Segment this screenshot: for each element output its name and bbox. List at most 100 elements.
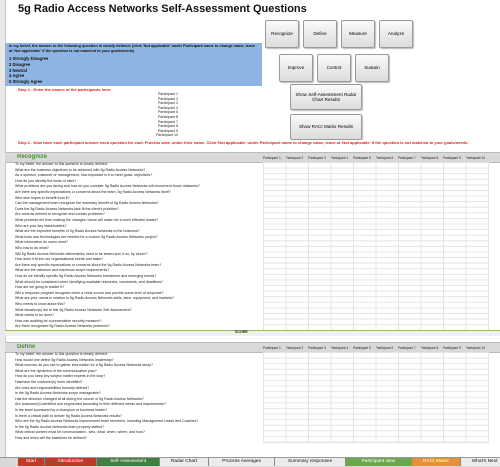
- question: Are there any specific expectations or c…: [15, 190, 171, 194]
- section-title: Define: [17, 344, 36, 350]
- participant-name: Participant 4: [158, 105, 178, 110]
- step2: Step 2 - Now have each participant answe…: [18, 140, 469, 145]
- sheet-tab[interactable]: RACI Matrix: [412, 458, 461, 466]
- scale-prompt: In my belief, the answer to the followin…: [9, 44, 256, 53]
- question: Are there any specific expectations or c…: [15, 262, 162, 267]
- scale-item: 2 Disagree: [9, 61, 31, 67]
- score-label: SCORE: [235, 330, 248, 334]
- question: Are roles and responsibilities formally …: [15, 385, 90, 390]
- question: How do you identify the kinds of risks?: [15, 178, 77, 183]
- question: To my belief, the answer to this questio…: [15, 162, 108, 166]
- sheet-tab[interactable]: Introduction: [45, 458, 98, 466]
- question: How are we going to realize it?: [15, 285, 65, 290]
- column-header: Participant 2: [285, 155, 304, 160]
- scale-item: 5 Strongly Agree: [9, 79, 43, 85]
- section-header: Define Participant 1 Participant 2 Particip…: [5, 342, 500, 353]
- macro-button[interactable]: Sustain: [355, 54, 389, 82]
- section-header: Recognize Participant 1 Participant 2 Parti…: [5, 152, 500, 163]
- question: Who are the 5g Radio Access Networks imp…: [15, 419, 199, 424]
- question: Does the 5g Radio Access Networks task f…: [15, 206, 119, 211]
- row-header: [0, 0, 6, 457]
- question: What are the dynamics of the communicati…: [15, 368, 97, 373]
- column-header: Participant 5: [353, 345, 371, 350]
- scale-box: In my belief, the answer to the followin…: [5, 43, 262, 86]
- question: Is there a critical path to deliver 5g R…: [15, 413, 123, 418]
- scale-item: 3 Neutral: [9, 67, 27, 73]
- column-header: Participant 2: [285, 345, 304, 350]
- sheet-title: 5g Radio Access Networks Self-Assessment…: [18, 3, 307, 15]
- macro-button[interactable]: Measure: [341, 20, 375, 48]
- column-header: Participant 8: [420, 155, 439, 160]
- question: What are the business objectives to be a…: [15, 167, 146, 172]
- participant-name: Participant 6: [158, 115, 178, 119]
- question: What are your needs in relation to 5g Ra…: [15, 296, 174, 301]
- column-header: Participant 4: [330, 345, 349, 350]
- question: To my belief, the answer to this questio…: [15, 352, 108, 356]
- participant-name: Participant 8: [158, 124, 178, 129]
- question: Is the team sponsored by a champion or b…: [15, 408, 108, 412]
- sheet-tab[interactable]: Participant view: [345, 458, 413, 466]
- sheet-tab[interactable]: Self-Assessment: [97, 458, 161, 466]
- macro-button[interactable]: Improve: [279, 54, 313, 82]
- question: What prevents me from making the changes…: [15, 218, 159, 222]
- question: Has the direction changed at all during …: [15, 396, 144, 401]
- column-header: Participant 9: [443, 345, 461, 350]
- macro-button[interactable]: Recognize: [265, 20, 299, 48]
- participant-name: Participant 10: [156, 133, 178, 138]
- section-title: Recognize: [17, 154, 48, 160]
- column-header: Participant 3: [308, 155, 326, 160]
- sheet-tab[interactable]: Radar Chart: [160, 458, 209, 466]
- participant-name: Participant 3: [158, 101, 178, 106]
- sheet-tabs: Start Introduction Self-Assessment Radar Ch…: [0, 457, 500, 467]
- question: Who has to do what?: [15, 246, 49, 250]
- sheet-tab[interactable]: Process Averages: [208, 458, 276, 466]
- participant-name: Participant 2: [158, 96, 178, 101]
- macro-button[interactable]: Show Self-Assessment Radar Chart Results: [290, 84, 362, 110]
- macro-button[interactable]: Show RACI Matrix Results: [290, 114, 362, 140]
- macro-button[interactable]: Define: [303, 20, 337, 48]
- question: Are there recognized 5g Radio Access Net…: [15, 324, 110, 329]
- question: Can the management team recognize the mo…: [15, 201, 159, 206]
- sheet-tab[interactable]: What's Next: [460, 458, 500, 466]
- column-header: Participant 6: [375, 345, 394, 350]
- question: Has/have the customer(s) been identified…: [15, 380, 83, 384]
- column-header: Participant 7: [398, 155, 416, 160]
- macro-button[interactable]: Control: [317, 54, 351, 82]
- column-header: Participant 1: [263, 155, 281, 160]
- score-row: [5, 330, 500, 336]
- scale-list: 1 Strongly Disagree 2 Disagree 3 Neutral 4 …: [9, 56, 129, 86]
- column-header: Participant 4: [330, 155, 349, 160]
- sheet-tab[interactable]: Start: [18, 458, 45, 466]
- question: How would one define 5g Radio Access Net…: [15, 357, 114, 362]
- column-header: Participant 9: [443, 155, 461, 160]
- question: How do you keep key subject matter exper…: [15, 374, 106, 379]
- question: What needs to be done?: [15, 313, 55, 318]
- column-header: Participant 10: [465, 155, 486, 160]
- sheet-tab[interactable]: Summary responses: [275, 458, 346, 466]
- answer-grid: [263, 162, 489, 331]
- column-header: Participant 8: [420, 345, 439, 350]
- question: Are customer(s) identified and segmented…: [15, 402, 166, 407]
- question: As a sponsor, customer or management, ho…: [15, 173, 153, 178]
- macro-button[interactable]: Analyze: [379, 20, 413, 48]
- question: How and when will the baselines be defin…: [15, 436, 87, 440]
- column-header: Participant 7: [398, 345, 416, 350]
- question: Who needs to know about this?: [15, 302, 66, 306]
- question: What sources do you use to gather inform…: [15, 363, 154, 368]
- step1: Step 1 - Enter the names of the particip…: [18, 87, 112, 92]
- button-panel: Recognize Define Measure Analyze Improve Cont…: [265, 20, 500, 140]
- participant-name: Participant 9: [158, 128, 178, 133]
- question: What situation(s) led to this 5g Radio A…: [15, 307, 132, 312]
- scale-item: 4 Agree: [9, 73, 25, 79]
- question: How can auditing be a preventative secur…: [15, 318, 102, 323]
- question: Will a response program recognize when a…: [15, 290, 164, 295]
- question: Who else hopes to benefit from it?: [15, 195, 70, 200]
- question: Are controls defined to recognize and co…: [15, 212, 105, 217]
- column-header: Participant 1: [263, 345, 281, 350]
- question: Will 5g Radio Access Networks deliverabl…: [15, 251, 148, 256]
- question: What information do users need?: [15, 240, 68, 245]
- question: What are the expected benefits of 5g Rad…: [15, 229, 140, 234]
- participant-name: Participant 1: [158, 92, 178, 96]
- question: Is the 5g Radio Access Networks team pro…: [15, 424, 105, 429]
